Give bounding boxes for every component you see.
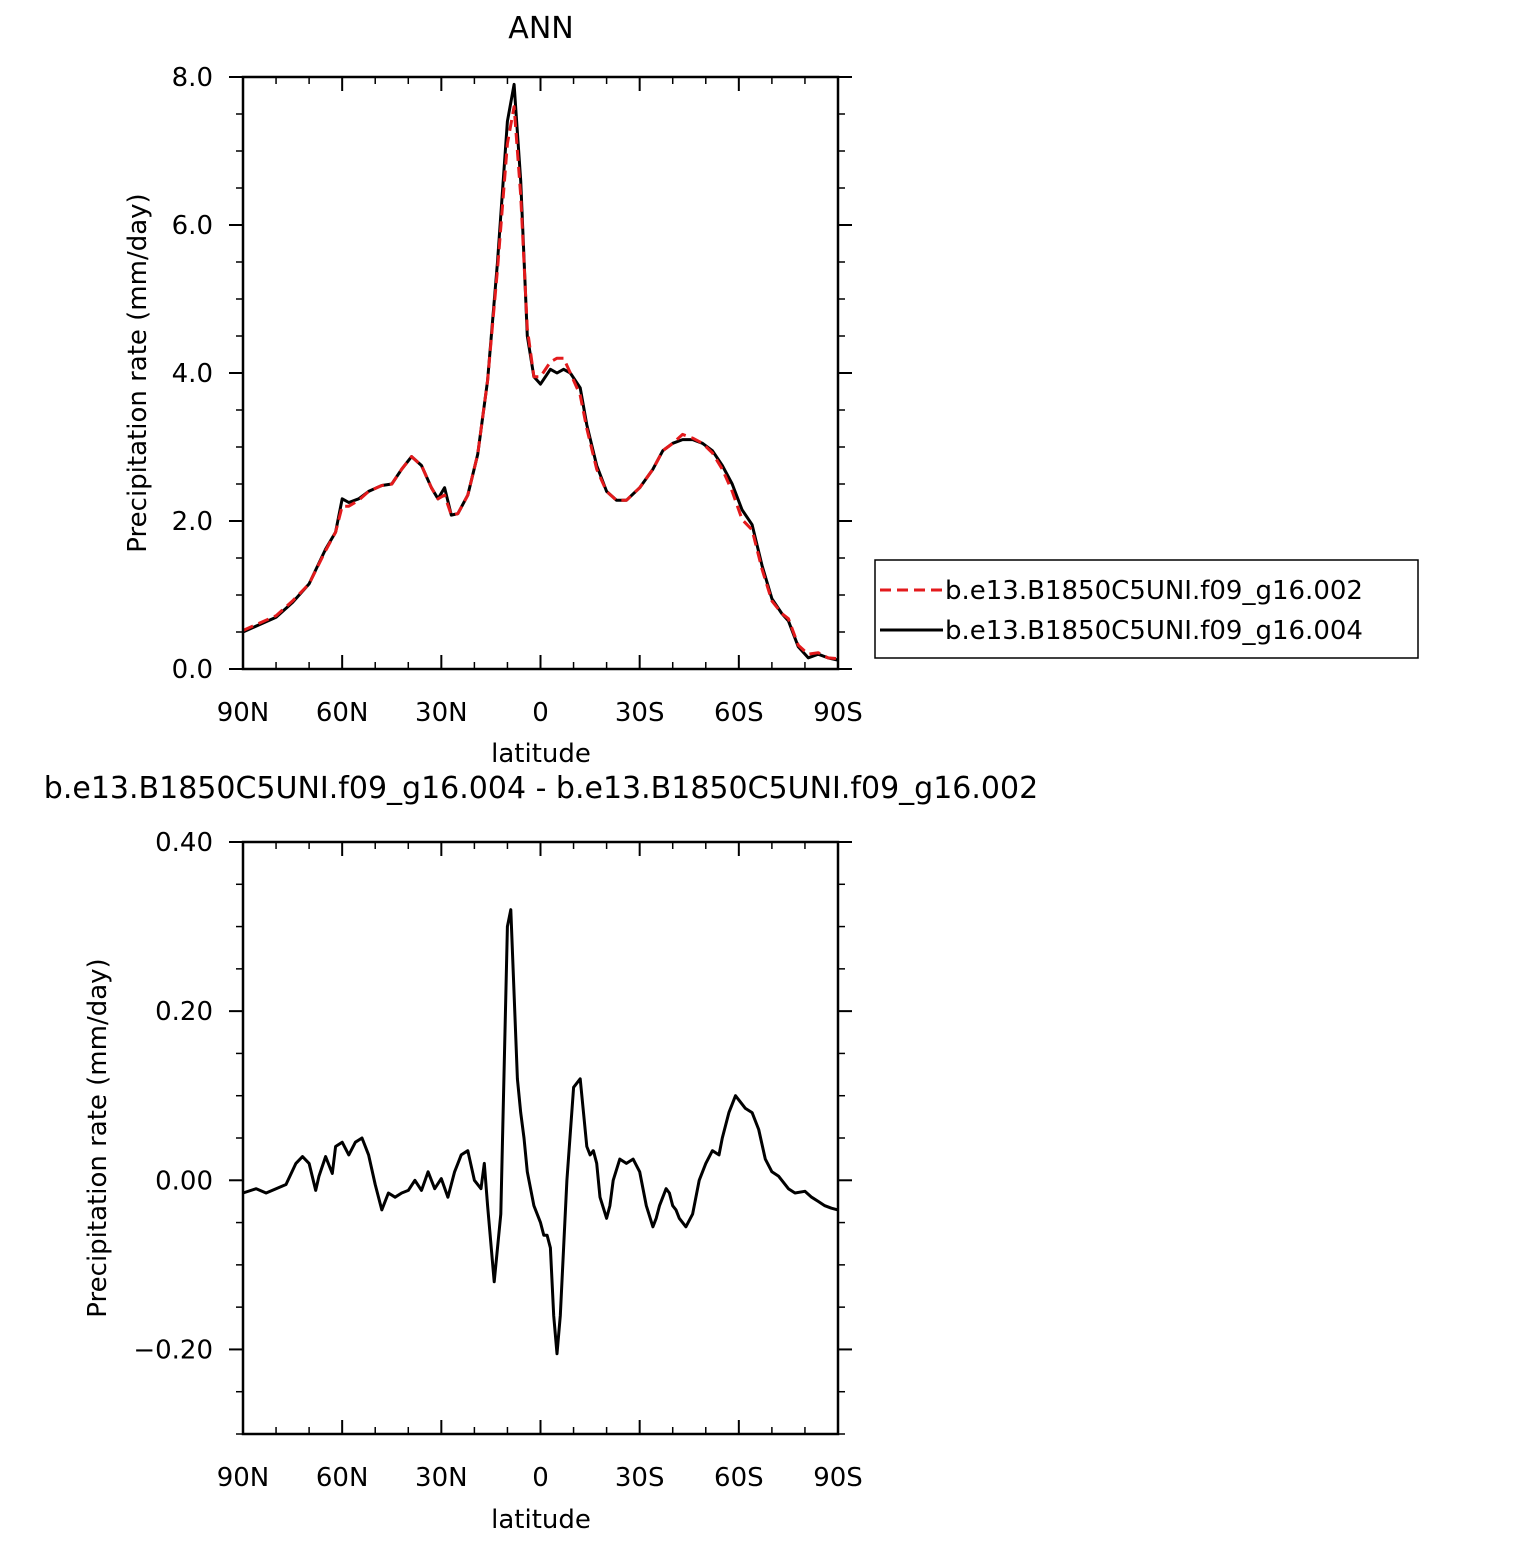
legend-label-series-1: b.e13.B1850C5UNI.f09_g16.002 (945, 576, 1363, 606)
y-tick-label: 6.0 (172, 211, 213, 241)
chart-bottom-title: b.e13.B1850C5UNI.f09_g16.004 - b.e13.B18… (44, 771, 1038, 806)
x-tick-label: 30S (615, 698, 665, 728)
x-tick-label: 30N (415, 698, 468, 728)
y-tick-label: 0.00 (155, 1166, 213, 1196)
y-tick-label: 0.40 (155, 828, 213, 858)
y-tick-label: 0.0 (172, 655, 213, 685)
chart-top-legend: b.e13.B1850C5UNI.f09_g16.002 b.e13.B1850… (874, 559, 1419, 659)
chart-bottom-xlabel: latitude (491, 1505, 591, 1535)
chart-bottom-plot-frame (241, 840, 840, 1436)
chart-bottom-series-1-line (242, 908, 839, 1356)
chart-bottom-series-group (242, 908, 839, 1356)
chart-bottom: b.e13.B1850C5UNI.f09_g16.004 - b.e13.B18… (44, 771, 1038, 1535)
x-tick-label: 60S (714, 1463, 764, 1493)
x-tick-label: 30S (615, 1463, 665, 1493)
y-tick-label: 8.0 (172, 63, 213, 93)
x-tick-label: 0 (532, 698, 549, 728)
y-tick-label: 4.0 (172, 359, 213, 389)
chart-top: ANN 90N 60N 30N 0 30S 60S 90S 0.0 2.0 4.0 6.0 8.0 l… (123, 11, 1419, 769)
y-tick-label: 2.0 (172, 507, 213, 537)
x-tick-label: 90S (813, 1463, 863, 1493)
x-tick-label: 60N (316, 1463, 369, 1493)
chart-top-ticks: 90N 60N 30N 0 30S 60S 90S 0.0 2.0 4.0 6.0 8.0 (172, 63, 863, 728)
x-tick-label: 60S (714, 698, 764, 728)
y-tick-label: 0.20 (155, 997, 213, 1027)
x-tick-label: 60N (316, 698, 369, 728)
y-tick-label: −0.20 (133, 1335, 213, 1365)
chart-top-xlabel: latitude (491, 739, 591, 769)
chart-top-plot-frame (241, 75, 840, 671)
chart-bottom-ylabel: Precipitation rate (mm/day) (83, 958, 113, 1317)
chart-top-series-group (242, 82, 839, 662)
x-tick-label: 90N (217, 1463, 270, 1493)
chart-top-ylabel: Precipitation rate (mm/day) (123, 193, 153, 552)
x-tick-label: 90N (217, 698, 270, 728)
chart-top-series-1-line (242, 105, 839, 661)
chart-top-series-2-line (242, 82, 839, 662)
x-tick-label: 0 (532, 1463, 549, 1493)
x-tick-label: 90S (813, 698, 863, 728)
x-tick-label: 30N (415, 1463, 468, 1493)
chart-bottom-ticks: 90N 60N 30N 0 30S 60S 90S −0.20 0.00 0.20 0.40 (133, 828, 862, 1493)
chart-top-title: ANN (508, 11, 573, 46)
legend-box (874, 559, 1419, 659)
legend-label-series-2: b.e13.B1850C5UNI.f09_g16.004 (945, 616, 1363, 646)
